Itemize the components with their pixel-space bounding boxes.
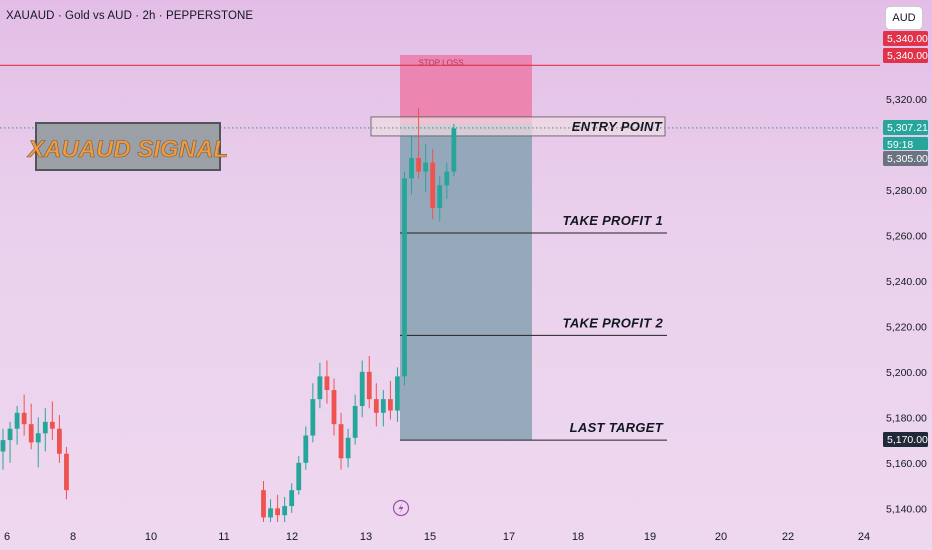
take-profit-2-label: TAKE PROFIT 2: [563, 315, 664, 330]
signal-label-text: XAUAUD SIGNAL: [26, 136, 228, 163]
time-tick-label: 22: [782, 531, 794, 543]
entry-point-label: ENTRY POINT: [572, 119, 663, 134]
candle: [28, 424, 34, 443]
candle: [0, 440, 6, 452]
candle: [395, 376, 400, 411]
price-tag: [883, 432, 928, 447]
candle: [388, 399, 393, 411]
price-tag: [883, 120, 928, 135]
time-tick-label: 8: [70, 531, 76, 543]
candle: [303, 435, 309, 463]
take-profit-zone: [400, 123, 532, 441]
candle: [402, 178, 407, 377]
candle: [338, 424, 344, 459]
entry-point-box: [370, 116, 666, 137]
candles-group: [0, 107, 457, 522]
candle: [261, 490, 266, 518]
candle: [21, 412, 27, 425]
time-axis[interactable]: 6 8 10 11 12 13 15 17 18 19 20 22 24: [4, 531, 870, 543]
candle: [451, 128, 457, 172]
price-tag-text: 59:18: [887, 139, 913, 151]
price-tick-label: 5,140.00: [886, 503, 927, 515]
stop-loss-zone: [400, 55, 532, 124]
currency-selector[interactable]: AUD: [885, 6, 923, 30]
time-tick-label: 18: [572, 531, 584, 543]
candle: [409, 157, 414, 179]
price-tick-label: 5,200.00: [886, 367, 927, 379]
price-tag-text: 5,170.00: [887, 434, 928, 446]
candle: [64, 453, 69, 491]
candle: [310, 399, 316, 436]
price-tick-label: 5,240.00: [886, 276, 927, 288]
price-axis[interactable]: 5,140.00 5,160.00 5,180.00 5,200.00 5,220.00…: [886, 94, 927, 516]
candle: [430, 162, 436, 209]
time-tick-label: 11: [218, 531, 229, 543]
candle: [324, 376, 330, 391]
price-tag: [883, 137, 928, 150]
candle: [14, 412, 20, 429]
candle: [423, 162, 429, 172]
candle: [42, 421, 48, 434]
candle: [282, 506, 288, 516]
price-tick-label: 5,160.00: [886, 458, 927, 470]
candle: [35, 433, 41, 443]
candle: [289, 490, 295, 507]
price-tag-text: 5,305.00: [887, 153, 928, 165]
time-tick-label: 19: [644, 531, 656, 543]
time-tick-label: 12: [286, 531, 298, 543]
candle: [359, 371, 365, 406]
last-target-label: LAST TARGET: [570, 420, 664, 435]
candle: [366, 371, 372, 400]
price-tag-text: 5,340.00: [887, 50, 928, 62]
lightning-icon[interactable]: [392, 499, 410, 517]
candle: [57, 428, 62, 454]
candle: [296, 462, 302, 491]
candle: [373, 399, 379, 413]
candle: [49, 421, 55, 429]
price-tick-label: 5,220.00: [886, 321, 927, 333]
candle: [345, 437, 351, 459]
symbol-header: XAUAUD · Gold vs AUD · 2h · PEPPERSTONE: [6, 10, 254, 22]
candle: [437, 185, 443, 209]
time-tick-label: 20: [715, 531, 727, 543]
candle: [331, 390, 337, 425]
candle: [352, 405, 358, 438]
candle: [444, 171, 450, 186]
time-tick-label: 13: [360, 531, 372, 543]
time-tick-label: 24: [858, 531, 870, 543]
candle: [268, 508, 273, 518]
price-tag: [883, 31, 928, 46]
time-tick-label: 17: [503, 531, 515, 543]
stop-loss-label: STOP LOSS: [418, 58, 463, 67]
time-tick-label: 6: [4, 531, 10, 543]
signal-label-box: [35, 122, 221, 171]
candle: [317, 376, 323, 400]
price-tick-label: 5,280.00: [886, 185, 927, 197]
price-tag: [883, 48, 928, 63]
price-tick-label: 5,260.00: [886, 230, 927, 242]
time-tick-label: 15: [424, 531, 436, 543]
price-tag: [883, 151, 928, 166]
price-tick-label: 5,180.00: [886, 412, 927, 424]
candle: [7, 428, 13, 441]
price-tag-text: 5,307.21: [887, 122, 928, 134]
price-tick-label: 5,320.00: [886, 94, 927, 106]
take-profit-1-label: TAKE PROFIT 1: [563, 213, 663, 228]
price-tags: 5,340.00 5,340.00 5,307.21 59:18 5,305.00 5,1…: [883, 31, 928, 447]
candle: [380, 399, 386, 413]
candle: [416, 157, 421, 172]
candle: [275, 508, 280, 516]
time-tick-label: 10: [145, 531, 157, 543]
price-tag-text: 5,340.00: [887, 33, 928, 45]
